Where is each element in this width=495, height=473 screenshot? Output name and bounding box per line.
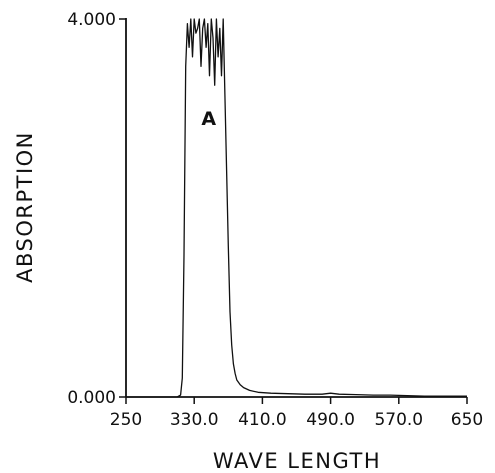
absorption-series-line — [126, 18, 467, 398]
y-tick-label: 4.000 — [67, 10, 116, 30]
y-axis-title: ABSORPTION — [13, 131, 37, 283]
peak-annotation-a: A — [201, 108, 216, 130]
x-tick-label: 490.0 — [306, 410, 355, 430]
y-tick-label: 0.000 — [67, 388, 116, 408]
x-tick-label: 330.0 — [170, 410, 219, 430]
x-tick-label: 410.0 — [238, 410, 287, 430]
x-axis-title: WAVE LENGTH — [213, 449, 381, 473]
y-ticks: 0.000 4.000 — [67, 10, 126, 408]
x-ticks: 250 330.0 410.0 490.0 570.0 650 — [110, 397, 483, 430]
x-tick-label: 650 — [451, 410, 483, 430]
x-tick-label: 570.0 — [374, 410, 423, 430]
x-tick-label: 250 — [110, 410, 142, 430]
